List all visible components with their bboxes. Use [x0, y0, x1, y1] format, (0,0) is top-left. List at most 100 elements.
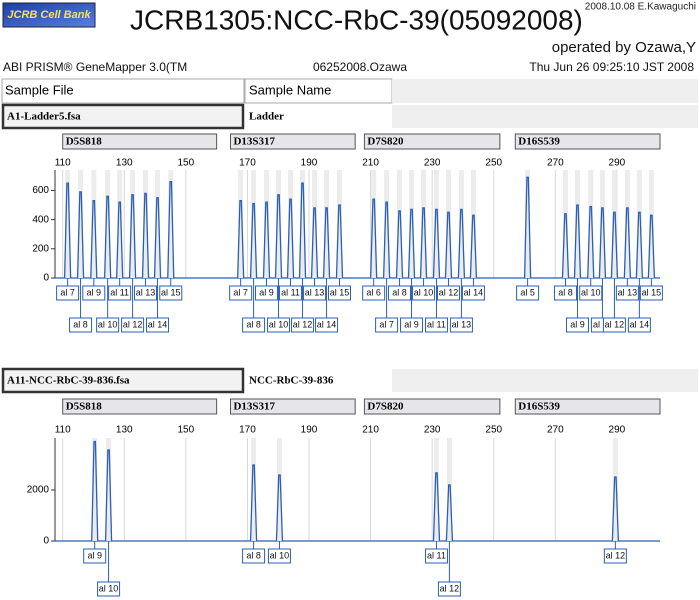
allele-box: [627, 317, 651, 333]
column-header: Sample File: [5, 82, 74, 97]
allele-label: al 14: [464, 287, 484, 297]
x-tick-label: 150: [178, 425, 195, 436]
allele-label: al 11: [110, 287, 129, 297]
allele-box: [424, 317, 448, 333]
allele-box: [96, 317, 120, 333]
marker-box: [514, 398, 661, 415]
row-fill: [392, 369, 698, 392]
peak: [262, 201, 271, 279]
x-tick-label: 210: [362, 425, 379, 436]
allele-box: [400, 317, 424, 333]
peak: [623, 207, 632, 279]
peak: [395, 210, 404, 279]
allele-label: al 14: [148, 319, 168, 329]
title: JCRB1305:NCC-RbC-39(05092008): [130, 4, 583, 35]
peak: [249, 202, 258, 279]
x-tick-label: 290: [609, 158, 626, 169]
allele-box: [291, 317, 315, 333]
peak: [274, 194, 283, 279]
allele-label: al 8: [73, 319, 88, 329]
allele-label: al 6: [366, 287, 381, 297]
peak: [647, 214, 656, 279]
allele-label: al 10: [414, 287, 434, 297]
x-tick-label: 230: [424, 158, 441, 169]
allele-box: [461, 285, 485, 301]
allele-label: al 13: [452, 319, 472, 329]
allele-label: al 15: [330, 287, 350, 297]
marker-name: D13S317: [233, 136, 275, 148]
peak: [286, 198, 295, 279]
marker-box: [363, 398, 501, 415]
peak: [90, 199, 98, 279]
peak: [275, 474, 284, 542]
allele-label: al 13: [618, 287, 638, 297]
allele-label: al 13: [305, 287, 325, 297]
allele-label: al 9: [87, 287, 102, 297]
allele-box: [242, 548, 266, 564]
sample-name: Ladder: [249, 111, 284, 123]
run-name: 06252008.Ozawa: [313, 60, 407, 74]
y-tick-label: 0: [43, 536, 49, 547]
x-tick-label: 130: [116, 158, 133, 169]
peak: [610, 211, 619, 279]
peak: [63, 182, 72, 279]
x-tick-label: 110: [55, 158, 71, 169]
peak: [237, 199, 245, 279]
allele-label: al 8: [246, 550, 261, 560]
peak: [523, 176, 532, 279]
software: ABI PRISM® GeneMapper 3.0(TM: [3, 60, 187, 74]
marker-name: D13S317: [233, 401, 275, 413]
allele-box: [437, 581, 461, 597]
allele-box: [388, 285, 412, 301]
peak: [370, 198, 378, 279]
allele-box: [146, 317, 170, 333]
peak: [128, 194, 137, 279]
x-tick-label: 250: [485, 425, 502, 436]
allele-label: al 7: [379, 319, 394, 329]
marker-box: [62, 133, 218, 150]
peak: [167, 181, 175, 279]
allele-box: [303, 285, 327, 301]
allele-label: al 10: [581, 287, 601, 297]
allele-box: [97, 581, 121, 597]
marker-box: [229, 133, 356, 150]
allele-box: [134, 285, 158, 301]
allele-box: [639, 285, 663, 301]
allele-box: [83, 548, 107, 564]
allele-box: [327, 285, 351, 301]
allele-label: al 8: [246, 319, 261, 329]
peak: [445, 484, 454, 542]
marker-name: D7S820: [367, 136, 404, 148]
allele-label: al 12: [439, 287, 459, 297]
peak: [573, 204, 582, 279]
y-tick-label: 400: [32, 214, 49, 225]
allele-label: al 10: [98, 319, 118, 329]
allele-label: al 14: [630, 319, 650, 329]
allele-label: al 7: [60, 287, 75, 297]
peak: [382, 201, 391, 279]
peak: [635, 211, 644, 279]
marker-box: [363, 133, 501, 150]
peak: [561, 213, 570, 279]
allele-label: al 9: [404, 319, 419, 329]
x-tick-label: 110: [55, 425, 71, 436]
allele-box: [267, 548, 291, 564]
allele-box: [603, 548, 627, 564]
peak: [587, 205, 595, 279]
allele-box: [424, 548, 448, 564]
allele-box: [82, 285, 106, 301]
logo-box: [2, 2, 96, 28]
marker-box: [229, 398, 356, 415]
allele-label: al 11: [427, 319, 446, 329]
sample-name: NCC-RbC-39-836: [249, 375, 334, 387]
x-tick-label: 150: [178, 158, 195, 169]
header-cell: [244, 78, 393, 104]
peak: [76, 191, 85, 279]
peak: [335, 204, 344, 279]
allele-label: al 12: [123, 319, 143, 329]
peak: [310, 207, 319, 279]
x-tick-label: 190: [301, 425, 318, 436]
sample-file: A11-NCC-RbC-39-836.fsa: [7, 375, 130, 387]
peak: [116, 201, 124, 279]
